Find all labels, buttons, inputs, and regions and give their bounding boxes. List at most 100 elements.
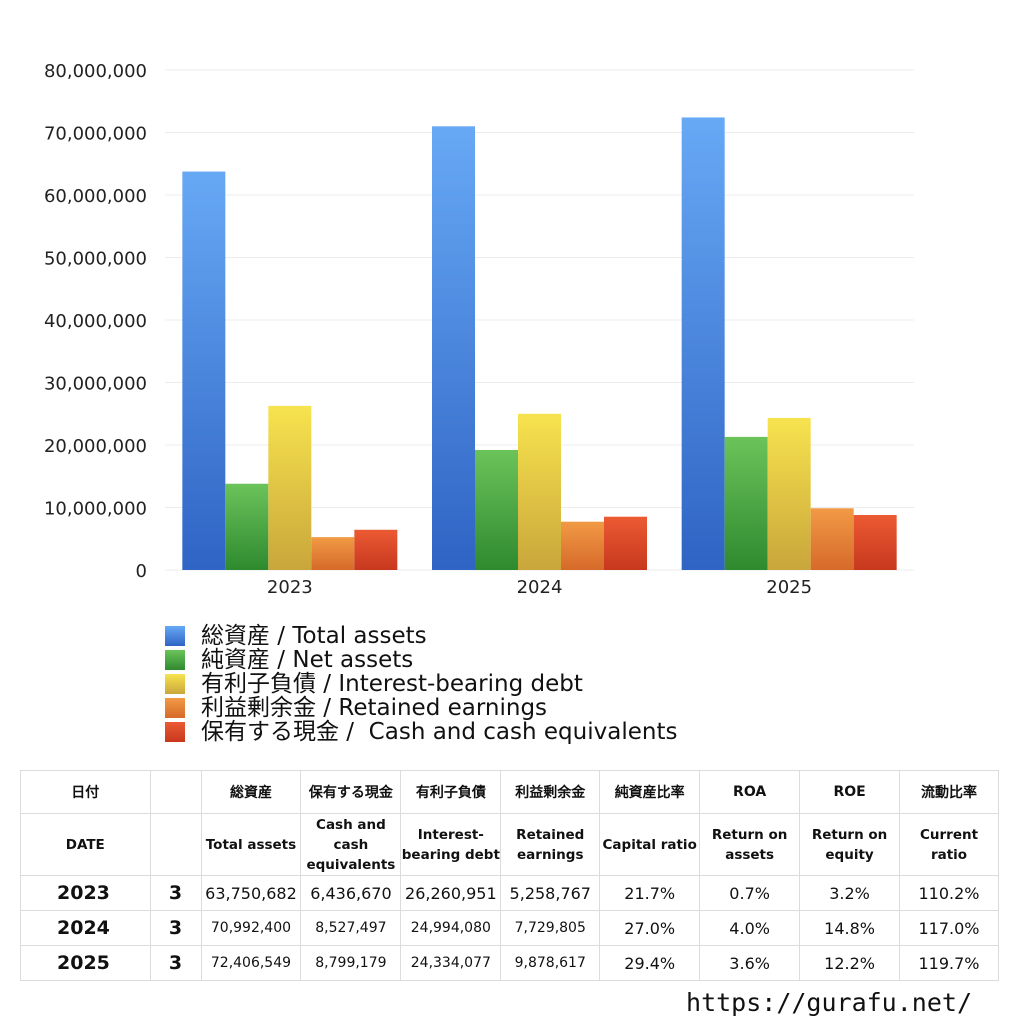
- x-axis-ticks: 2023 2024 2025: [267, 577, 812, 598]
- cell-date: 2023: [20, 875, 151, 911]
- bar: [681, 117, 725, 570]
- x-tick-label: 2023: [267, 577, 313, 598]
- header-cell: Retained earnings: [500, 813, 601, 876]
- header-cell: 総資産: [200, 770, 302, 814]
- bars: [182, 117, 897, 571]
- table-row: 2023 3 63,750,682 6,436,670 26,260,951 5…: [20, 875, 999, 911]
- legend-item-interest-bearing-debt: 有利子負債 / Interest-bearing debt: [165, 672, 677, 696]
- cell-current-ratio: 110.2%: [899, 875, 999, 911]
- cell-retained: 7,729,805: [500, 910, 601, 946]
- x-tick-label: 2025: [766, 577, 812, 598]
- header-cell: Total assets: [200, 813, 302, 876]
- bar: [724, 436, 768, 570]
- y-tick-label: 70,000,000: [44, 124, 147, 145]
- legend-swatch: [165, 722, 185, 742]
- header-cell: 利益剰余金: [500, 770, 601, 814]
- legend-label: 保有する現金 / Cash and cash equivalents: [201, 719, 678, 745]
- y-tick-label: 30,000,000: [44, 374, 147, 395]
- cell-capital-ratio: 29.4%: [599, 945, 701, 981]
- cell-month: 3: [149, 910, 202, 946]
- legend: 総資産 / Total assets 純資産 / Net assets 有利子負…: [165, 624, 677, 744]
- y-tick-label: 0: [136, 561, 147, 582]
- cell-roe: 3.2%: [799, 875, 901, 911]
- source-url-link[interactable]: https://gurafu.net/: [686, 988, 972, 1017]
- cell-roe: 12.2%: [799, 945, 901, 981]
- legend-swatch: [165, 674, 185, 694]
- cell-roa: 3.6%: [699, 945, 801, 981]
- cell-month: 3: [149, 875, 202, 911]
- y-tick-label: 40,000,000: [44, 311, 147, 332]
- cell-total-assets: 63,750,682: [200, 875, 302, 911]
- cell-cash: 8,527,497: [300, 910, 402, 946]
- header-cell: Interest-bearing debt: [400, 813, 502, 876]
- cell-debt: 26,260,951: [400, 875, 502, 911]
- bar: [810, 508, 854, 570]
- bar: [268, 405, 312, 570]
- cell-total-assets: 70,992,400: [200, 910, 302, 946]
- legend-item-retained-earnings: 利益剰余金 / Retained earnings: [165, 696, 677, 720]
- cell-month: 3: [149, 945, 202, 981]
- header-cell: DATE: [20, 813, 151, 876]
- header-cell: 有利子負債: [400, 770, 502, 814]
- cell-capital-ratio: 21.7%: [599, 875, 701, 911]
- legend-swatch: [165, 698, 185, 718]
- table-header-en: DATE Total assets Cash and cash equivale…: [20, 813, 999, 876]
- header-cell: [149, 770, 202, 814]
- legend-item-total-assets: 総資産 / Total assets: [165, 624, 677, 648]
- cell-date: 2024: [20, 910, 151, 946]
- y-tick-label: 10,000,000: [44, 499, 147, 520]
- legend-item-cash: 保有する現金 / Cash and cash equivalents: [165, 720, 677, 744]
- header-cell: Return on equity: [799, 813, 901, 876]
- header-cell: Return on assets: [699, 813, 801, 876]
- bar: [311, 537, 355, 570]
- header-cell: ROA: [699, 770, 801, 814]
- bar: [561, 521, 604, 570]
- bar: [182, 171, 226, 571]
- y-tick-label: 50,000,000: [44, 249, 147, 270]
- cell-roa: 4.0%: [699, 910, 801, 946]
- cell-roa: 0.7%: [699, 875, 801, 911]
- cell-current-ratio: 117.0%: [899, 910, 999, 946]
- bar: [354, 529, 398, 570]
- bar-chart: 0 10,000,000 20,000,000 30,000,000 40,000,00…: [44, 61, 914, 598]
- header-cell: [149, 813, 202, 876]
- cell-roe: 14.8%: [799, 910, 901, 946]
- table-header-jp: 日付 総資産 保有する現金 有利子負債 利益剰余金 純資産比率 ROA ROE …: [20, 770, 999, 814]
- cell-cash: 8,799,179: [300, 945, 402, 981]
- bar: [432, 126, 475, 571]
- legend-label: 総資産 / Total assets: [201, 623, 427, 649]
- header-cell: ROE: [799, 770, 901, 814]
- bar: [225, 483, 269, 570]
- header-cell: Cash and cash equivalents: [300, 813, 402, 876]
- header-cell: 日付: [20, 770, 151, 814]
- financial-table: 日付 総資産 保有する現金 有利子負債 利益剰余金 純資産比率 ROA ROE …: [20, 770, 999, 981]
- bar: [518, 413, 561, 570]
- legend-swatch: [165, 650, 185, 670]
- x-tick-label: 2024: [517, 577, 563, 598]
- header-cell: 純資産比率: [599, 770, 701, 814]
- cell-retained: 9,878,617: [500, 945, 601, 981]
- bar: [767, 417, 811, 570]
- legend-swatch: [165, 626, 185, 646]
- table-row: 2024 3 70,992,400 8,527,497 24,994,080 7…: [20, 910, 999, 946]
- cell-retained: 5,258,767: [500, 875, 601, 911]
- header-cell: 保有する現金: [300, 770, 402, 814]
- legend-item-net-assets: 純資産 / Net assets: [165, 648, 677, 672]
- cell-date: 2025: [20, 945, 151, 981]
- bar: [853, 515, 897, 570]
- cell-total-assets: 72,406,549: [200, 945, 302, 981]
- cell-cash: 6,436,670: [300, 875, 402, 911]
- y-axis-ticks: 0 10,000,000 20,000,000 30,000,000 40,000,00…: [44, 61, 147, 582]
- cell-debt: 24,334,077: [400, 945, 502, 981]
- y-tick-label: 80,000,000: [44, 61, 147, 82]
- legend-label: 利益剰余金 / Retained earnings: [201, 695, 548, 721]
- legend-label: 有利子負債 / Interest-bearing debt: [201, 671, 583, 697]
- table-row: 2025 3 72,406,549 8,799,179 24,334,077 9…: [20, 945, 999, 981]
- header-cell: Capital ratio: [599, 813, 701, 876]
- cell-capital-ratio: 27.0%: [599, 910, 701, 946]
- bar: [475, 450, 518, 570]
- y-tick-label: 60,000,000: [44, 186, 147, 207]
- bar: [604, 516, 647, 570]
- y-tick-label: 20,000,000: [44, 436, 147, 457]
- cell-current-ratio: 119.7%: [899, 945, 999, 981]
